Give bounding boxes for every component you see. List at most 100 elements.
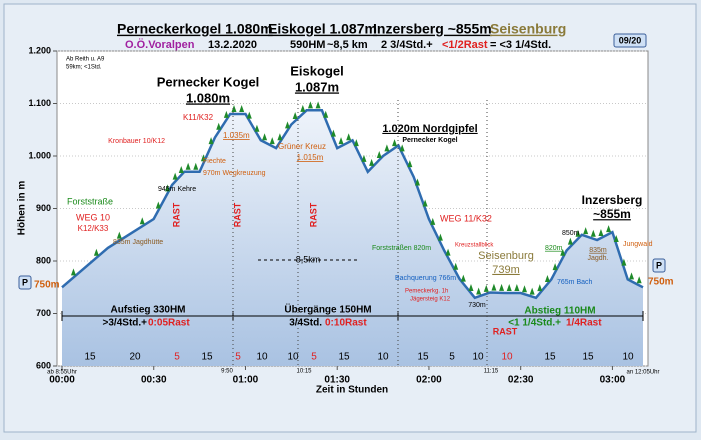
profile-area [62,110,643,366]
tree [178,166,184,174]
tree [399,144,405,152]
tree [93,248,99,256]
x-tick-label: 00:00 [49,375,75,386]
tree [330,129,336,137]
header-peak: Inzersberg ~855m [373,21,492,37]
annotation: P [656,260,662,270]
tree [338,137,344,145]
annotation: Übergänge 150HM [284,303,371,316]
y-tick-label: 900 [36,203,51,213]
y-tick-label: 1.000 [28,150,51,160]
tree [346,133,352,141]
y-tick-label: 1.100 [28,98,51,108]
tree [590,229,596,237]
tree [483,284,489,292]
duration: 10 [377,352,389,363]
y-tick-label: 1.200 [28,45,51,55]
x-tick-label: 01:00 [233,375,259,386]
annotation: 1.015m [297,153,324,162]
annotation: Eiskogel [290,63,343,78]
tree [262,133,268,141]
tree [323,110,329,118]
tree [460,274,466,282]
tree [239,105,245,112]
annotation: 835m [589,247,607,254]
duration: 15 [582,352,594,363]
annotation: 8,5km [296,254,321,264]
duration: 15 [338,352,350,363]
annotation: Seisenburg [478,250,534,262]
tree [514,284,520,292]
tree [231,105,237,112]
annotation: Inzersberg [582,193,643,207]
annotation: 739m [492,264,520,276]
tree [223,110,229,118]
annotation: 765m Bach [557,279,593,286]
duration: 10 [501,352,513,363]
walk-time: 2 3/4Std.+ [381,39,433,51]
annotation: RAST [232,202,242,227]
tree [606,225,612,233]
annotation: 1.087m [295,79,339,94]
tree [369,158,375,166]
duration: 10 [622,352,634,363]
annotation: K12/K33 [78,224,109,233]
tree [269,137,275,145]
header-peak: Eiskogel 1.087m [268,21,377,37]
annotation: Bachquerung 766m [395,275,456,282]
tree [636,276,642,284]
duration: 15 [84,352,96,363]
annotation: 750m [648,277,674,288]
annotation: 730m [468,302,486,309]
rest-time: <1/2Rast [442,39,488,51]
annotation: Abstieg 110HM [524,306,595,317]
annotation: 0:10Rast [325,318,367,329]
x-tick-label: 01:30 [324,375,350,386]
tree [560,248,566,256]
annotation: 820m [545,245,563,252]
x-tick-label: 02:00 [416,375,442,386]
tree [476,287,482,295]
x-tick-label: 02:30 [508,375,534,386]
annotation: Jungwald [623,241,653,248]
tree [392,139,398,147]
tree [506,284,512,292]
annotation: 3/4Std. [289,318,322,329]
annotation: P [22,277,28,287]
annotation: WEG 11/K32 [440,213,492,223]
annotation: 1.035m [223,131,250,140]
tree [300,104,306,112]
y-tick-label: 800 [36,255,51,265]
tree [567,237,573,245]
parking-box [18,275,32,290]
ascent: 590HM [290,39,325,51]
parking-box [652,258,666,273]
annotation: 835m Jagdhütte [113,239,163,246]
duration: 15 [417,352,429,363]
tree [583,227,589,235]
tree [193,162,199,170]
annotation: RAST [171,202,181,227]
tree [613,234,619,242]
annotation: 11:15 [484,369,499,375]
tree [254,124,260,132]
tree [468,284,474,292]
tree [422,199,428,207]
tree [208,137,214,145]
tree [529,287,535,295]
tree [216,122,222,130]
duration: 10 [256,352,268,363]
annotation: WEG 10 [76,212,110,222]
duration: 15 [201,352,213,363]
tree [277,133,283,141]
annotation: K11/K32 [183,113,214,122]
tree [453,262,459,270]
annotation: Pemeckerkg. 1h [405,289,448,295]
header-peak: Seisenburg [490,21,566,37]
annotation: Grüner Kreuz [278,142,326,151]
annotation: Jagdh. [587,255,608,262]
tree [246,111,252,119]
badge: 09/20 [619,35,642,45]
y-tick-label: 600 [36,360,51,370]
x-axis-label: Zeit in Stunden [316,385,388,396]
